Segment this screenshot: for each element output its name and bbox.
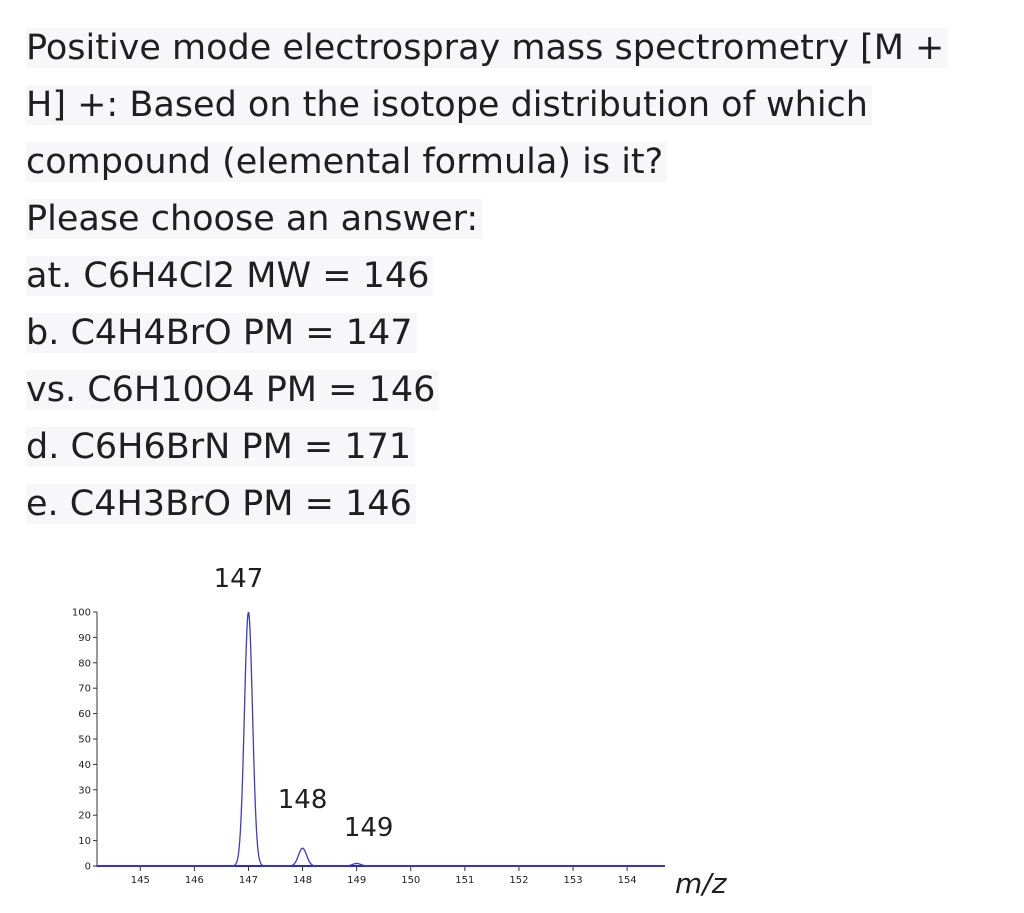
y-tick-label: 20: [78, 811, 91, 822]
x-tick-label: 148: [293, 875, 312, 886]
option-e[interactable]: e. C4H3BrO PM = 146: [26, 476, 948, 533]
y-tick-label: 30: [78, 785, 91, 796]
peak-label-147: 147: [214, 564, 264, 594]
peak-label-148: 148: [278, 785, 328, 815]
y-tick-label: 90: [78, 633, 91, 644]
instruction-line: Please choose an answer:: [26, 191, 948, 248]
y-tick-label: 40: [78, 760, 91, 771]
x-axis-title: m/z: [675, 867, 728, 900]
y-tick-label: 60: [78, 709, 91, 720]
answer-options: at. C6H4Cl2 MW = 146 b. C4H4BrO PM = 147…: [26, 248, 948, 533]
option-d[interactable]: d. C6H6BrN PM = 171: [26, 419, 948, 476]
x-tick-label: 146: [185, 875, 204, 886]
question-line: Positive mode electrospray mass spectrom…: [26, 20, 949, 77]
y-tick-label: 70: [78, 684, 91, 695]
x-tick-label: 152: [509, 875, 528, 886]
question-line: H] +: Based on the isotope distribution …: [26, 77, 948, 134]
x-tick-label: 150: [401, 875, 420, 886]
y-tick-label: 100: [72, 608, 91, 619]
question-text: Positive mode electrospray mass spectrom…: [26, 20, 949, 533]
x-tick-label: 153: [563, 875, 582, 886]
y-tick-label: 0: [85, 862, 91, 873]
option-a[interactable]: at. C6H4Cl2 MW = 146: [26, 248, 948, 305]
spectrum-trace: [97, 611, 665, 867]
x-tick-label: 151: [455, 875, 474, 886]
x-tick-label: 149: [347, 875, 366, 886]
y-tick-label: 50: [78, 735, 91, 746]
y-tick-label: 10: [78, 836, 91, 847]
x-tick-label: 147: [239, 875, 258, 886]
option-b[interactable]: b. C4H4BrO PM = 147: [26, 305, 948, 362]
question-line: compound (elemental formula) is it?: [26, 134, 948, 191]
y-tick-label: 80: [78, 658, 91, 669]
peak-label-149: 149: [344, 813, 394, 843]
x-tick-label: 145: [131, 875, 150, 886]
x-tick-label: 154: [618, 875, 637, 886]
option-c[interactable]: vs. C6H10O4 PM = 146: [26, 362, 948, 419]
